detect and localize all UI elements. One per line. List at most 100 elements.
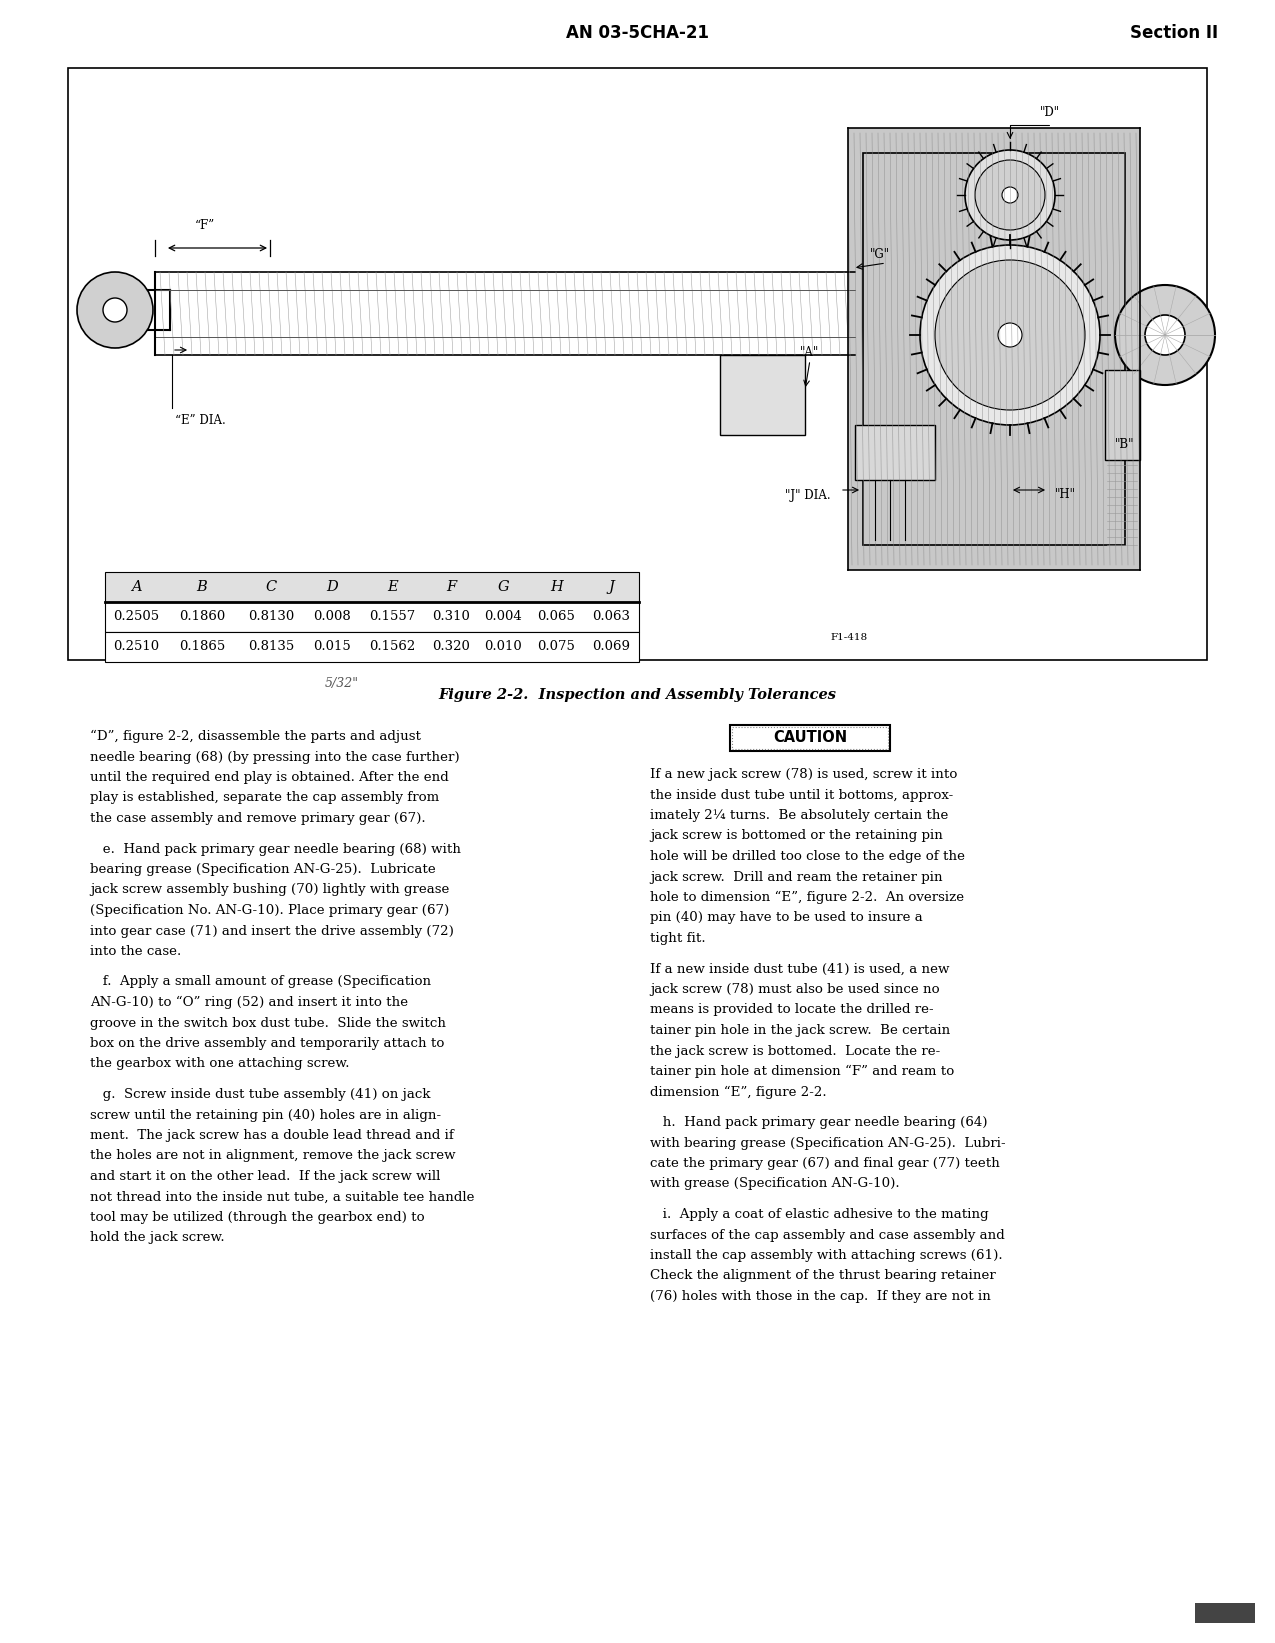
Text: AN-G-10) to “O” ring (52) and insert it into the: AN-G-10) to “O” ring (52) and insert it … (91, 996, 408, 1009)
Bar (105, 572, 639, 601)
Text: the jack screw is bottomed.  Locate the re-: the jack screw is bottomed. Locate the r… (650, 1045, 940, 1058)
Text: 0.1557: 0.1557 (370, 611, 416, 623)
Bar (105, 601, 639, 633)
Text: bearing grease (Specification AN-G-25).  Lubricate: bearing grease (Specification AN-G-25). … (91, 863, 436, 876)
Text: (Specification No. AN-G-10). Place primary gear (67): (Specification No. AN-G-10). Place prima… (91, 904, 449, 917)
Bar (105, 633, 639, 662)
Text: 0.1865: 0.1865 (179, 641, 226, 654)
Text: "D": "D" (1040, 105, 1060, 118)
Text: 0.010: 0.010 (484, 641, 521, 654)
Text: 5: 5 (1220, 1627, 1230, 1640)
Text: 0.320: 0.320 (432, 641, 470, 654)
Text: E: E (388, 580, 398, 595)
Text: 0.075: 0.075 (538, 641, 575, 654)
Text: tool may be utilized (through the gearbox end) to: tool may be utilized (through the gearbo… (91, 1211, 425, 1224)
Bar (848, 128, 1140, 570)
Text: install the cap assembly with attaching screws (61).: install the cap assembly with attaching … (650, 1249, 1002, 1262)
Text: G: G (497, 580, 509, 595)
Text: “F”: “F” (195, 219, 215, 232)
Text: dimension “E”, figure 2-2.: dimension “E”, figure 2-2. (650, 1086, 826, 1099)
Bar (68, 67, 1207, 660)
Text: “E” DIA.: “E” DIA. (175, 414, 226, 427)
Text: hole will be drilled too close to the edge of the: hole will be drilled too close to the ed… (650, 849, 965, 863)
Text: 0.2505: 0.2505 (113, 611, 159, 623)
Text: 0.2510: 0.2510 (113, 641, 159, 654)
Text: 0.065: 0.065 (538, 611, 575, 623)
Text: surfaces of the cap assembly and case assembly and: surfaces of the cap assembly and case as… (650, 1229, 1005, 1242)
Text: (76) holes with those in the cap.  If they are not in: (76) holes with those in the cap. If the… (650, 1290, 991, 1303)
Circle shape (965, 150, 1054, 240)
Text: "A": "A" (799, 347, 820, 360)
Text: the inside dust tube until it bottoms, approx-: the inside dust tube until it bottoms, a… (650, 789, 954, 802)
Text: AN 03-5CHA-21: AN 03-5CHA-21 (566, 25, 709, 43)
Text: “D”, figure 2-2, disassemble the parts and adjust: “D”, figure 2-2, disassemble the parts a… (91, 729, 421, 743)
Text: imately 2¼ turns.  Be absolutely certain the: imately 2¼ turns. Be absolutely certain … (650, 808, 949, 822)
Circle shape (1002, 187, 1017, 204)
Text: J: J (608, 580, 615, 595)
Circle shape (1116, 284, 1215, 384)
Circle shape (103, 297, 128, 322)
Circle shape (935, 260, 1085, 411)
Text: jack screw (78) must also be used since no: jack screw (78) must also be used since … (650, 983, 940, 996)
Circle shape (76, 273, 153, 348)
Bar (863, 153, 1125, 545)
Text: A: A (130, 580, 142, 595)
Circle shape (1145, 315, 1184, 355)
Circle shape (998, 324, 1023, 347)
Text: 0.8135: 0.8135 (247, 641, 295, 654)
Text: with bearing grease (Specification AN-G-25).  Lubri-: with bearing grease (Specification AN-G-… (650, 1137, 1006, 1150)
Text: jack screw is bottomed or the retaining pin: jack screw is bottomed or the retaining … (650, 830, 944, 843)
Text: needle bearing (68) (by pressing into the case further): needle bearing (68) (by pressing into th… (91, 751, 459, 764)
Text: g.  Screw inside dust tube assembly (41) on jack: g. Screw inside dust tube assembly (41) … (91, 1088, 431, 1101)
Circle shape (975, 159, 1046, 230)
Text: 0.015: 0.015 (314, 641, 352, 654)
Text: B: B (196, 580, 208, 595)
Text: i.  Apply a coat of elastic adhesive to the mating: i. Apply a coat of elastic adhesive to t… (650, 1208, 988, 1221)
Text: not thread into the inside nut tube, a suitable tee handle: not thread into the inside nut tube, a s… (91, 1191, 474, 1204)
Text: 0.1562: 0.1562 (370, 641, 416, 654)
Circle shape (921, 245, 1100, 426)
Text: H: H (550, 580, 562, 595)
Text: into the case.: into the case. (91, 945, 181, 958)
Bar (732, 726, 887, 749)
Text: 0.008: 0.008 (314, 611, 352, 623)
Text: until the required end play is obtained. After the end: until the required end play is obtained.… (91, 771, 449, 784)
Text: means is provided to locate the drilled re-: means is provided to locate the drilled … (650, 1004, 933, 1017)
Text: play is established, separate the cap assembly from: play is established, separate the cap as… (91, 792, 440, 805)
Text: "G": "G" (870, 248, 890, 261)
Text: Section II: Section II (1130, 25, 1218, 43)
Text: "B": "B" (1116, 439, 1135, 452)
Text: If a new inside dust tube (41) is used, a new: If a new inside dust tube (41) is used, … (650, 963, 950, 976)
Text: h.  Hand pack primary gear needle bearing (64): h. Hand pack primary gear needle bearing… (650, 1116, 988, 1129)
Text: 0.8130: 0.8130 (247, 611, 295, 623)
Text: f.  Apply a small amount of grease (Specification: f. Apply a small amount of grease (Speci… (91, 976, 431, 989)
Text: tainer pin hole in the jack screw.  Be certain: tainer pin hole in the jack screw. Be ce… (650, 1024, 950, 1037)
Bar (856, 426, 935, 480)
Text: jack screw.  Drill and ream the retainer pin: jack screw. Drill and ream the retainer … (650, 871, 942, 884)
Text: Figure 2-2.  Inspection and Assembly Tolerances: Figure 2-2. Inspection and Assembly Tole… (439, 688, 836, 702)
Text: hole to dimension “E”, figure 2-2.  An oversize: hole to dimension “E”, figure 2-2. An ov… (650, 891, 964, 904)
Text: Check the alignment of the thrust bearing retainer: Check the alignment of the thrust bearin… (650, 1270, 996, 1283)
Text: C: C (265, 580, 277, 595)
Text: 5/32": 5/32" (325, 677, 360, 690)
Bar (720, 355, 805, 435)
Text: "H": "H" (1054, 488, 1076, 501)
Text: with grease (Specification AN-G-10).: with grease (Specification AN-G-10). (650, 1178, 900, 1191)
Text: 0.069: 0.069 (593, 641, 631, 654)
Bar (1195, 1604, 1255, 1623)
Text: 0.1860: 0.1860 (179, 611, 226, 623)
Text: screw until the retaining pin (40) holes are in align-: screw until the retaining pin (40) holes… (91, 1109, 441, 1122)
Text: the case assembly and remove primary gear (67).: the case assembly and remove primary gea… (91, 812, 426, 825)
Text: ment.  The jack screw has a double lead thread and if: ment. The jack screw has a double lead t… (91, 1129, 454, 1142)
Text: the holes are not in alignment, remove the jack screw: the holes are not in alignment, remove t… (91, 1150, 455, 1163)
Text: and start it on the other lead.  If the jack screw will: and start it on the other lead. If the j… (91, 1170, 440, 1183)
Text: "J" DIA.: "J" DIA. (785, 488, 830, 501)
Text: into gear case (71) and insert the drive assembly (72): into gear case (71) and insert the drive… (91, 925, 454, 938)
Text: CAUTION: CAUTION (773, 731, 847, 746)
Bar (1105, 370, 1140, 460)
Text: e.  Hand pack primary gear needle bearing (68) with: e. Hand pack primary gear needle bearing… (91, 843, 462, 856)
Text: D: D (326, 580, 338, 595)
Text: jack screw assembly bushing (70) lightly with grease: jack screw assembly bushing (70) lightly… (91, 884, 449, 897)
Bar (731, 725, 890, 751)
Text: 0.310: 0.310 (432, 611, 470, 623)
